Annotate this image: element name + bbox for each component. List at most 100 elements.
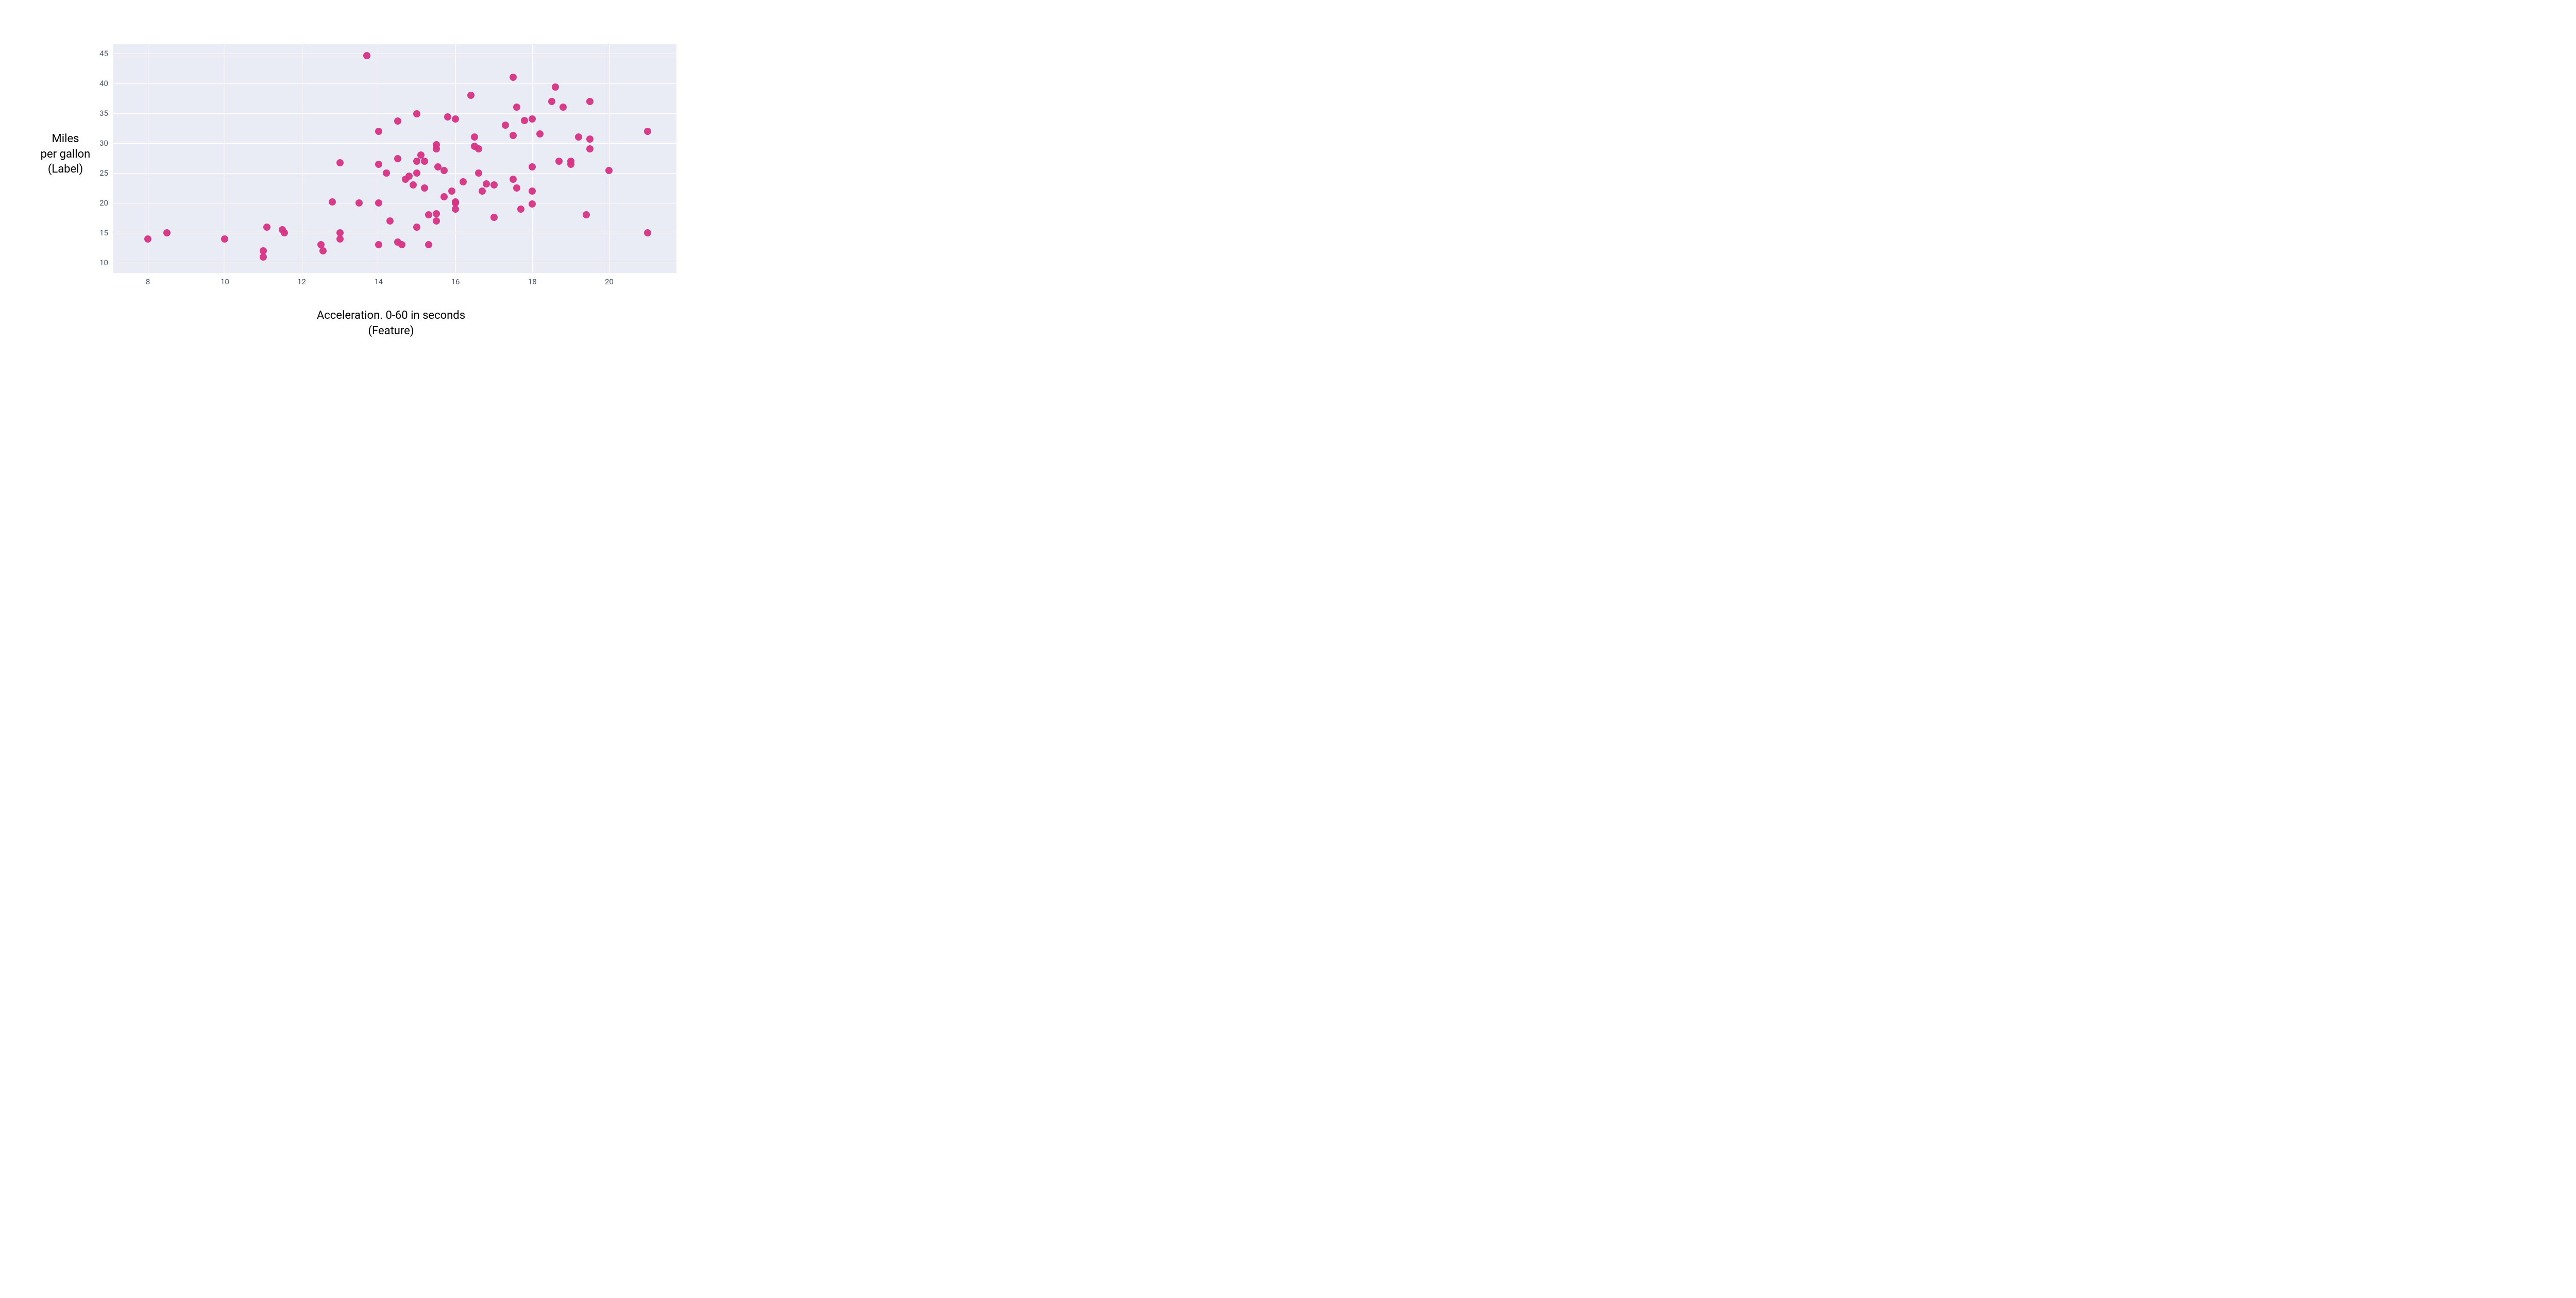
scatter-point	[490, 181, 498, 189]
x-tick-label: 12	[297, 277, 306, 286]
scatter-point	[467, 92, 474, 99]
scatter-point	[425, 211, 432, 218]
scatter-point	[560, 104, 567, 111]
y-tick-label: 30	[99, 139, 108, 148]
scatter-point	[452, 115, 459, 123]
scatter-figure: Miles per gallon (Label) 810121416182010…	[0, 0, 782, 373]
scatter-point	[440, 167, 448, 174]
scatter-point	[405, 173, 413, 180]
xlabel-line2: (Feature)	[368, 324, 414, 337]
scatter-point	[433, 145, 440, 152]
scatter-point	[386, 217, 394, 225]
scatter-point	[548, 98, 555, 105]
scatter-point	[529, 163, 536, 170]
gridline-horizontal	[113, 113, 676, 114]
scatter-point	[413, 224, 420, 231]
scatter-point	[475, 145, 482, 152]
scatter-point	[410, 181, 417, 189]
scatter-point	[510, 132, 517, 139]
scatter-point	[433, 210, 440, 217]
scatter-point	[479, 187, 486, 195]
scatter-point	[529, 200, 536, 208]
scatter-point	[421, 158, 428, 165]
y-tick-label: 15	[99, 228, 108, 237]
scatter-point	[513, 184, 520, 192]
scatter-point	[375, 241, 382, 248]
x-tick-label: 8	[146, 277, 150, 286]
scatter-point	[336, 159, 344, 166]
scatter-point	[575, 133, 582, 141]
scatter-point	[452, 206, 459, 213]
gridline-horizontal	[113, 173, 676, 174]
x-tick-label: 20	[605, 277, 614, 286]
scatter-point	[552, 83, 559, 91]
ylabel-line2: per gallon	[41, 148, 91, 161]
scatter-point	[413, 110, 420, 117]
scatter-point	[281, 229, 288, 236]
scatter-point	[605, 167, 613, 174]
scatter-point	[375, 161, 382, 168]
scatter-point	[529, 115, 536, 123]
scatter-point	[355, 199, 363, 207]
gridline-vertical	[532, 44, 533, 273]
y-tick-label: 45	[99, 49, 108, 58]
ylabel-line1: Miles	[52, 132, 79, 145]
scatter-point	[475, 169, 482, 177]
scatter-point	[383, 169, 390, 177]
gridline-vertical	[455, 44, 456, 273]
scatter-point	[319, 247, 327, 254]
scatter-point	[586, 135, 594, 143]
y-axis-label: Miles per gallon (Label)	[24, 131, 107, 177]
scatter-point	[440, 193, 448, 200]
y-tick-label: 20	[99, 198, 108, 208]
scatter-point	[375, 128, 382, 135]
scatter-point	[394, 155, 401, 162]
scatter-point	[448, 187, 455, 195]
scatter-point	[490, 214, 498, 221]
scatter-point	[394, 117, 401, 125]
scatter-point	[483, 180, 490, 187]
x-tick-label: 18	[528, 277, 537, 286]
scatter-point	[502, 122, 509, 129]
scatter-point	[471, 133, 478, 141]
scatter-point	[521, 117, 528, 124]
scatter-point	[536, 130, 544, 138]
scatter-point	[510, 74, 517, 81]
scatter-point	[567, 161, 574, 168]
scatter-point	[221, 235, 228, 243]
plot-wrap: 81012141618201015202530354045	[113, 44, 676, 273]
scatter-point	[163, 229, 171, 236]
scatter-point	[421, 184, 428, 192]
scatter-point	[510, 176, 517, 183]
scatter-point	[329, 198, 336, 206]
scatter-point	[517, 206, 524, 213]
scatter-point	[583, 211, 590, 218]
y-tick-label: 25	[99, 168, 108, 178]
x-tick-label: 14	[374, 277, 383, 286]
scatter-point	[398, 241, 405, 248]
y-tick-label: 10	[99, 258, 108, 267]
scatter-point	[336, 235, 344, 243]
scatter-point	[425, 241, 432, 248]
scatter-point	[555, 158, 563, 165]
scatter-point	[513, 104, 520, 111]
gridline-horizontal	[113, 143, 676, 144]
scatter-point	[529, 187, 536, 195]
scatter-point	[375, 199, 382, 207]
xlabel-line1: Acceleration. 0-60 in seconds	[317, 309, 465, 322]
scatter-point	[413, 169, 420, 177]
scatter-point	[460, 178, 467, 185]
x-tick-label: 16	[451, 277, 460, 286]
x-tick-label: 10	[221, 277, 229, 286]
scatter-point	[433, 217, 440, 225]
scatter-point	[260, 247, 267, 254]
scatter-point	[586, 98, 594, 105]
scatter-point	[644, 128, 651, 135]
gridline-horizontal	[113, 83, 676, 84]
scatter-point	[586, 145, 594, 152]
ylabel-line3: (Label)	[48, 163, 83, 176]
y-tick-label: 35	[99, 109, 108, 118]
scatter-point	[644, 229, 651, 236]
scatter-point	[144, 235, 151, 243]
scatter-point	[263, 224, 270, 231]
